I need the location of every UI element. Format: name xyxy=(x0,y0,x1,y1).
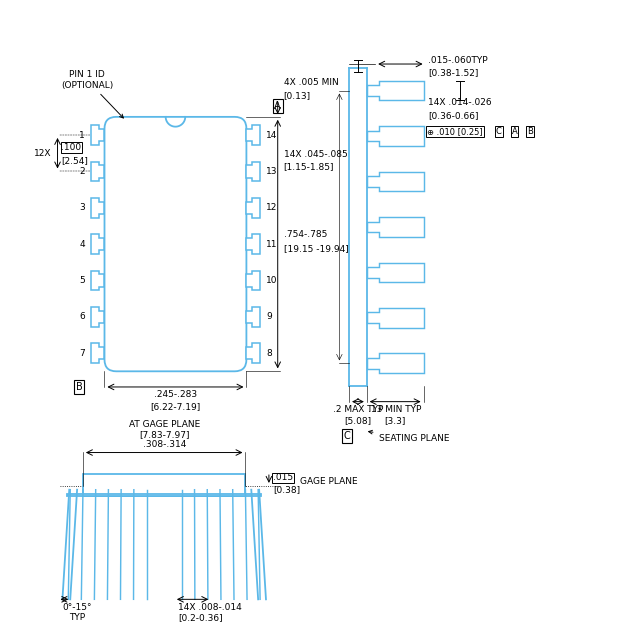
Text: .015: .015 xyxy=(273,473,293,482)
Text: .308-.314: .308-.314 xyxy=(142,440,186,449)
FancyBboxPatch shape xyxy=(104,117,247,371)
Polygon shape xyxy=(247,125,260,145)
Text: 4X .005 MIN: 4X .005 MIN xyxy=(284,78,338,87)
Polygon shape xyxy=(91,234,104,254)
Text: [0.36-0.66]: [0.36-0.66] xyxy=(428,111,479,120)
Polygon shape xyxy=(91,270,104,290)
Text: [19.15 -19.94]: [19.15 -19.94] xyxy=(284,244,348,254)
Polygon shape xyxy=(367,263,424,282)
Text: [3.3]: [3.3] xyxy=(384,416,406,426)
Polygon shape xyxy=(91,307,104,326)
Text: A: A xyxy=(274,101,281,111)
Text: 3: 3 xyxy=(79,203,85,212)
Text: [0.38-1.52]: [0.38-1.52] xyxy=(428,69,479,77)
Polygon shape xyxy=(91,125,104,145)
Polygon shape xyxy=(367,81,424,100)
Text: 12: 12 xyxy=(266,203,278,212)
Text: 14X .008-.014: 14X .008-.014 xyxy=(178,603,242,612)
Polygon shape xyxy=(367,217,424,237)
Polygon shape xyxy=(247,307,260,326)
Polygon shape xyxy=(367,172,424,191)
Text: C: C xyxy=(496,127,502,136)
Text: 8: 8 xyxy=(266,349,272,358)
Text: 5: 5 xyxy=(79,276,85,285)
Text: [2.54]: [2.54] xyxy=(61,156,88,166)
Polygon shape xyxy=(247,270,260,290)
Text: B: B xyxy=(527,127,533,136)
Polygon shape xyxy=(247,343,260,363)
Polygon shape xyxy=(247,161,260,181)
Text: GAGE PLANE: GAGE PLANE xyxy=(300,477,358,487)
Text: [0.38]: [0.38] xyxy=(273,485,300,494)
Polygon shape xyxy=(367,308,424,328)
Polygon shape xyxy=(247,198,260,217)
Text: AT GAGE PLANE: AT GAGE PLANE xyxy=(129,420,200,429)
Text: .13 MIN TYP: .13 MIN TYP xyxy=(368,404,422,414)
Bar xyxy=(83,474,245,495)
Text: 14X .045-.085: 14X .045-.085 xyxy=(284,150,347,159)
Text: 0°-15°: 0°-15° xyxy=(62,603,92,612)
Text: .100: .100 xyxy=(61,143,81,152)
Text: .015-.060TYP: .015-.060TYP xyxy=(428,55,488,65)
Text: [7.83-7.97]: [7.83-7.97] xyxy=(139,430,189,439)
Text: .754-.785: .754-.785 xyxy=(284,230,327,239)
Text: 7: 7 xyxy=(79,349,85,358)
Text: 9: 9 xyxy=(266,312,272,321)
Text: [6.22-7.19]: [6.22-7.19] xyxy=(150,402,201,412)
Polygon shape xyxy=(91,161,104,181)
Text: .2 MAX TYP: .2 MAX TYP xyxy=(333,404,383,414)
Text: A: A xyxy=(512,127,517,136)
Text: .245-.283: .245-.283 xyxy=(154,390,197,399)
Text: 14: 14 xyxy=(266,131,278,140)
Text: 2: 2 xyxy=(79,167,85,176)
Text: C: C xyxy=(344,431,351,441)
Text: [0.2-0.36]: [0.2-0.36] xyxy=(178,613,222,622)
Text: [0.13]: [0.13] xyxy=(284,91,310,100)
Polygon shape xyxy=(367,353,424,373)
Text: 14X .014-.026: 14X .014-.026 xyxy=(428,98,492,108)
Text: 4: 4 xyxy=(79,240,85,249)
Text: SEATING PLANE: SEATING PLANE xyxy=(369,430,449,443)
Text: [1.15-1.85]: [1.15-1.85] xyxy=(284,162,334,171)
Text: 1: 1 xyxy=(79,131,85,140)
Polygon shape xyxy=(91,198,104,217)
Text: ⊕ .010 [0.25]: ⊕ .010 [0.25] xyxy=(427,127,483,136)
Text: [5.08]: [5.08] xyxy=(345,416,371,426)
Text: 12X: 12X xyxy=(34,149,52,158)
Polygon shape xyxy=(367,126,424,146)
Text: 6: 6 xyxy=(79,312,85,321)
Text: TYP: TYP xyxy=(69,613,85,622)
Text: PIN 1 ID
(OPTIONAL): PIN 1 ID (OPTIONAL) xyxy=(61,70,124,118)
Polygon shape xyxy=(247,234,260,254)
Text: 13: 13 xyxy=(266,167,278,176)
Text: 11: 11 xyxy=(266,240,278,249)
Bar xyxy=(67,493,261,495)
Polygon shape xyxy=(91,343,104,363)
Text: 10: 10 xyxy=(266,276,278,285)
Text: B: B xyxy=(76,382,83,392)
